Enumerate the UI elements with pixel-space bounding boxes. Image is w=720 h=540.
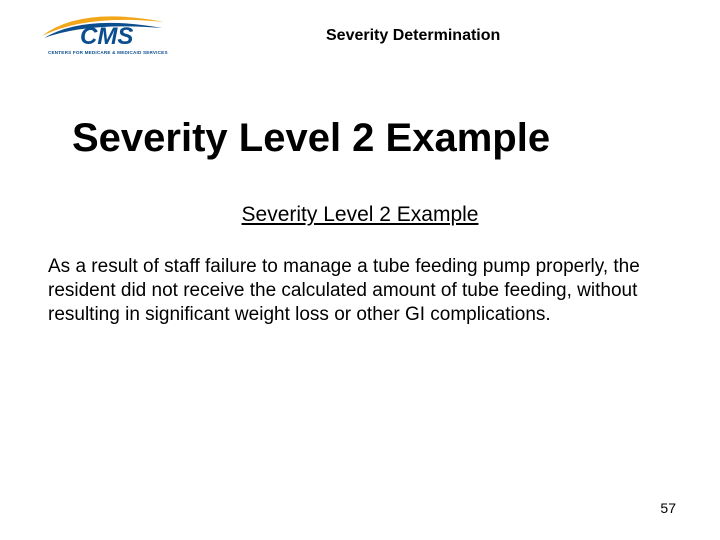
svg-text:CMS: CMS — [80, 23, 133, 50]
page-number: 57 — [660, 500, 676, 516]
slide-header: CMS CENTERS FOR MEDICARE & MEDICAID SERV… — [0, 0, 720, 68]
header-title: Severity Determination — [326, 27, 500, 45]
slide-title: Severity Level 2 Example — [72, 116, 720, 161]
svg-text:CENTERS FOR MEDICARE & MEDICAI: CENTERS FOR MEDICARE & MEDICAID SERVICES — [48, 50, 168, 55]
cms-logo: CMS CENTERS FOR MEDICARE & MEDICAID SERV… — [36, 12, 176, 60]
slide-subtitle: Severity Level 2 Example — [0, 203, 720, 227]
body-paragraph: As a result of staff failure to manage a… — [48, 255, 672, 326]
